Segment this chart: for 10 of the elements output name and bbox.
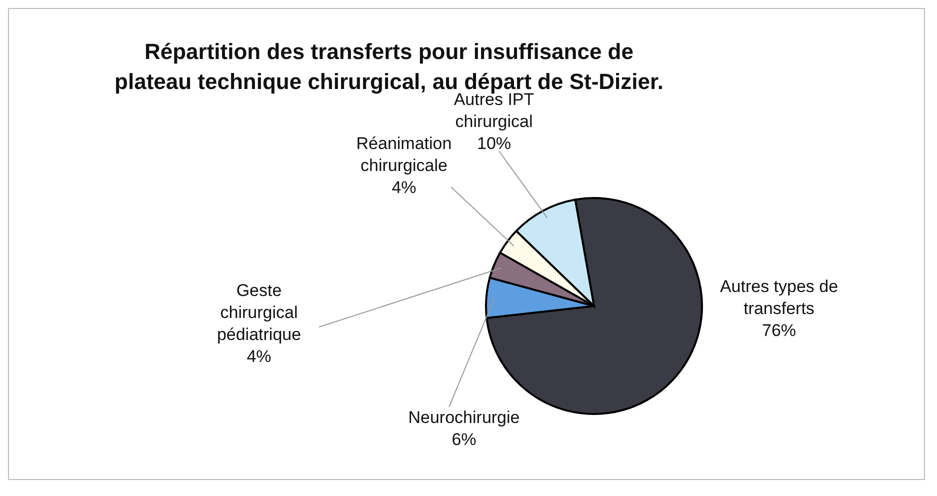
- data-label: 4%: [392, 178, 416, 197]
- slice-label: Geste chirurgical pédiatrique: [216, 281, 302, 344]
- slice-label: Neurochirurgie: [408, 408, 520, 427]
- data-label: 76%: [762, 321, 796, 340]
- slice-label: Réanimation chirurgicale: [356, 134, 452, 175]
- data-label: 6%: [452, 430, 476, 449]
- slice-label: Autres types de transferts: [720, 277, 838, 318]
- data-label: 4%: [246, 347, 272, 366]
- chart-title: Répartition des transferts pour insuffisance de plateau technique chirurgical, au départ de St-Dizier.: [114, 38, 664, 94]
- data-label: 10%: [476, 134, 512, 153]
